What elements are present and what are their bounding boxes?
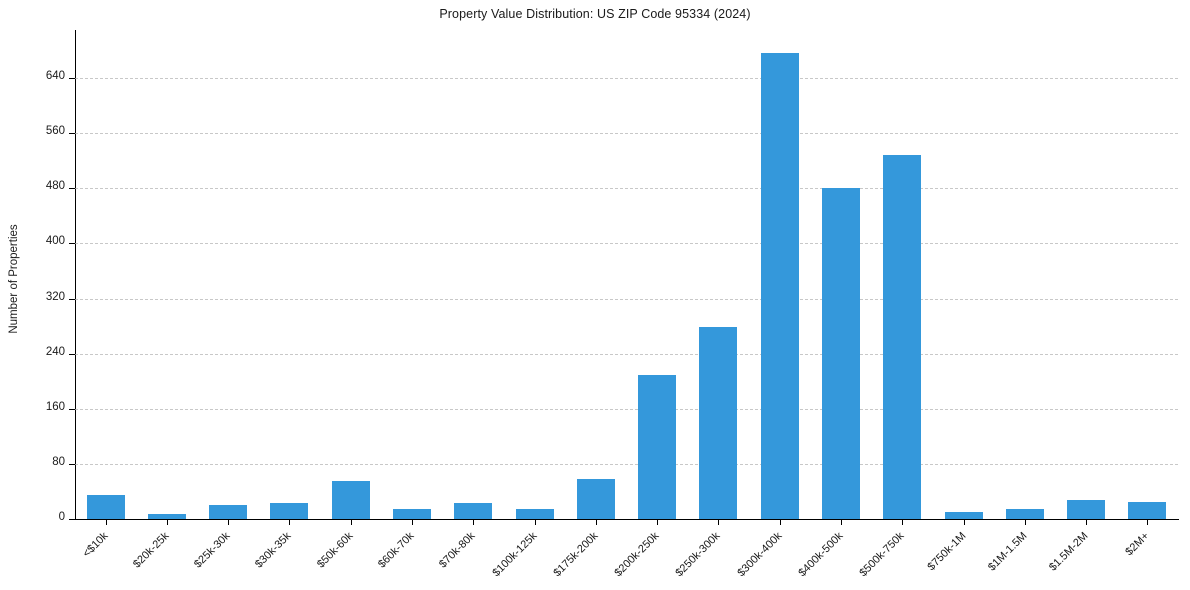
gridline — [75, 133, 1178, 135]
y-tick-label: 240 — [45, 345, 65, 358]
x-tick-label: $1.5M-2M — [1047, 530, 1091, 574]
gridline — [75, 243, 1178, 245]
bar[interactable] — [883, 155, 922, 519]
y-tick-label: 560 — [45, 125, 65, 138]
x-tick-label: $200k-250k — [612, 530, 662, 580]
gridline — [75, 408, 1178, 410]
y-tick-mark — [69, 188, 75, 190]
y-tick-mark — [69, 133, 75, 135]
x-tick-label: $60k-70k — [376, 530, 417, 571]
x-tick-label: $100k-125k — [489, 530, 540, 580]
bar[interactable] — [944, 512, 983, 519]
bar[interactable] — [760, 53, 799, 519]
x-tick-mark — [902, 520, 904, 525]
x-tick-mark — [228, 520, 230, 525]
bar[interactable] — [576, 479, 615, 519]
bar[interactable] — [638, 375, 677, 519]
bar[interactable] — [393, 508, 432, 519]
x-tick-label: $500k-750k — [857, 530, 907, 580]
y-tick-mark — [69, 78, 75, 79]
x-tick-label: $70k-80k — [437, 530, 478, 571]
bar[interactable] — [699, 326, 738, 519]
gridline — [75, 78, 1178, 79]
gridline — [75, 353, 1178, 355]
chart-title: Property Value Distribution: US ZIP Code… — [439, 7, 751, 21]
gridline — [75, 298, 1178, 300]
x-tick-mark — [963, 520, 965, 525]
gridline — [75, 463, 1178, 465]
y-tick-label: 640 — [45, 70, 65, 82]
x-tick-mark — [1086, 520, 1088, 525]
x-axis-spine — [75, 519, 1179, 521]
bar[interactable] — [821, 188, 860, 519]
x-tick-mark — [1147, 520, 1149, 525]
x-tick-label: $250k-300k — [673, 530, 723, 580]
x-tick-label: $2M+ — [1123, 530, 1152, 559]
x-tick-label: <$10k — [80, 530, 111, 560]
x-tick-mark — [412, 520, 414, 525]
x-tick-mark — [840, 520, 842, 525]
x-tick-mark — [473, 520, 475, 525]
x-tick-label: $30k-35k — [253, 530, 294, 571]
bar[interactable] — [147, 514, 186, 519]
y-tick-mark — [69, 243, 75, 245]
y-tick-label: 400 — [45, 235, 65, 248]
y-tick-label: 320 — [45, 290, 65, 303]
x-tick-label: $25k-30k — [192, 530, 233, 571]
y-axis-label: Number of Properties — [8, 224, 20, 334]
x-tick-mark — [289, 520, 291, 525]
bar[interactable] — [1128, 501, 1167, 519]
y-tick-label: 480 — [45, 180, 65, 193]
y-tick-label: 0 — [58, 511, 65, 523]
bar[interactable] — [270, 503, 309, 519]
bar[interactable] — [1067, 500, 1106, 519]
bar[interactable] — [209, 505, 248, 519]
x-tick-mark — [657, 520, 659, 525]
y-tick-mark — [69, 519, 75, 520]
x-tick-label: $400k-500k — [796, 530, 846, 580]
gridline — [75, 188, 1178, 190]
y-tick-mark — [69, 463, 75, 465]
x-tick-label: $175k-200k — [551, 530, 601, 580]
x-tick-label: $20k-25k — [130, 530, 172, 571]
x-tick-mark — [595, 520, 597, 525]
bar[interactable] — [86, 494, 125, 519]
y-tick-label: 80 — [52, 455, 65, 468]
bar[interactable] — [1005, 509, 1044, 519]
y-tick-mark — [69, 408, 75, 410]
y-tick-label: 160 — [45, 400, 65, 413]
x-tick-label: $50k-60k — [314, 530, 356, 571]
x-tick-mark — [105, 520, 107, 525]
x-tick-mark — [166, 520, 168, 525]
x-tick-mark — [1024, 520, 1026, 525]
y-tick-mark — [69, 353, 75, 355]
x-tick-mark — [350, 520, 352, 525]
y-tick-mark — [69, 298, 75, 300]
x-tick-label: $300k-400k — [735, 530, 785, 580]
plot-area — [75, 30, 1178, 519]
x-tick-label: $1M-1.5M — [985, 530, 1030, 574]
y-axis-spine — [75, 30, 76, 520]
x-tick-mark — [779, 520, 781, 525]
x-tick-mark — [718, 520, 720, 525]
x-tick-mark — [534, 520, 536, 525]
bar[interactable] — [515, 508, 554, 519]
bar[interactable] — [454, 503, 493, 519]
bar[interactable] — [331, 481, 370, 519]
x-tick-label: $750k-1M — [924, 530, 969, 574]
